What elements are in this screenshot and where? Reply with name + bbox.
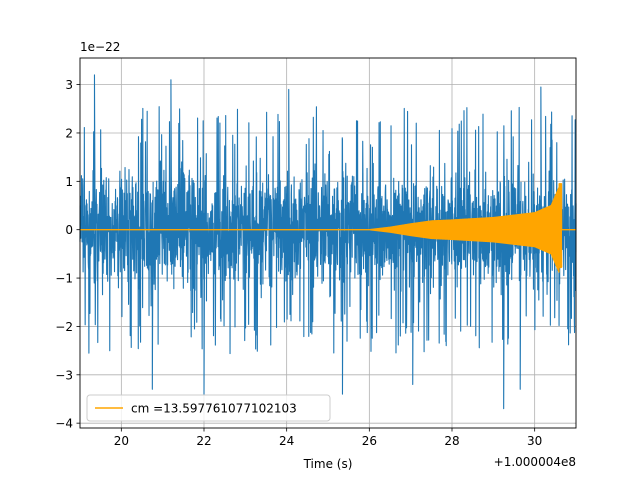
y-tick-label: 1	[65, 175, 73, 189]
x-offset-label: +1.000004e8	[494, 455, 576, 469]
x-axis: 20 22 24 26 28 30	[114, 428, 542, 448]
chirp-series	[79, 183, 577, 273]
chirp-series-line	[79, 183, 577, 273]
noise-series	[79, 74, 577, 410]
legend-box	[86, 394, 331, 422]
x-tick-label: 24	[279, 434, 294, 448]
y-tick-label: −3	[55, 368, 73, 382]
y-tick-label: −2	[55, 320, 73, 334]
y-tick-label: 0	[65, 223, 73, 237]
y-tick-label: −1	[55, 272, 73, 286]
x-axis-label: Time (s)	[303, 457, 353, 471]
x-tick-label: 30	[527, 434, 542, 448]
x-tick-label: 22	[196, 434, 211, 448]
y-tick-label: 2	[65, 126, 73, 140]
x-tick-label: 28	[444, 434, 459, 448]
y-scale-label: 1e−22	[80, 40, 120, 54]
legend: cm =13.597761077102103	[86, 394, 331, 422]
legend-label: cm =13.597761077102103	[131, 402, 297, 416]
noise-series-line	[79, 74, 577, 410]
x-tick-label: 20	[114, 434, 129, 448]
y-axis: −4 −3 −2 −1 0 1 2 3	[55, 78, 80, 431]
y-tick-label: −4	[55, 417, 73, 431]
plot-frame	[79, 57, 577, 429]
x-tick-label: 26	[362, 434, 377, 448]
y-tick-label: 3	[65, 78, 73, 92]
